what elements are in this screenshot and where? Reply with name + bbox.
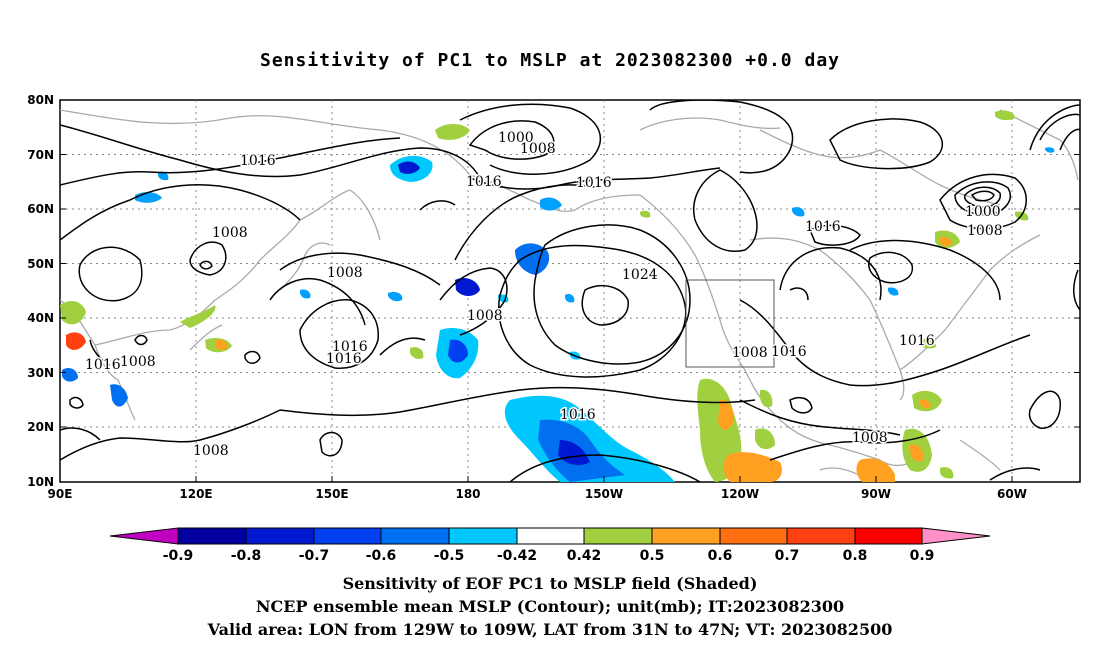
mslp-contours xyxy=(60,100,1080,482)
colorbar-label: 0.9 xyxy=(910,548,935,564)
contour-label: 1016 xyxy=(326,351,362,367)
lat-label: 50N xyxy=(27,257,54,271)
contour-label: 1016 xyxy=(805,219,841,235)
contour-label: 1000 xyxy=(965,204,1001,220)
lat-label: 10N xyxy=(27,475,54,489)
colorbar-swatch xyxy=(380,527,450,545)
contour-label: 1016 xyxy=(560,407,596,423)
contour-label: 1016 xyxy=(771,344,807,360)
lon-label: 150W xyxy=(585,487,623,501)
contour-label: 1008 xyxy=(212,225,248,241)
contour-label: 1016 xyxy=(332,339,368,355)
lat-label: 60N xyxy=(27,202,54,216)
caption-line-1: Sensitivity of EOF PC1 to MSLP field (Sh… xyxy=(342,574,758,593)
colorbar-arrow-right xyxy=(921,527,991,545)
colorbar-swatch xyxy=(583,527,653,545)
lon-label: 120W xyxy=(721,487,759,501)
colorbar-swatch xyxy=(448,527,518,545)
lon-label: 150E xyxy=(315,487,348,501)
lat-label: 70N xyxy=(27,148,54,162)
colorbar-swatch xyxy=(313,527,382,545)
lat-label: 20N xyxy=(27,420,54,434)
contour-label: 1016 xyxy=(466,174,502,190)
sensitivity-shading xyxy=(60,110,1055,482)
colorbar-label: -0.6 xyxy=(366,548,397,564)
colorbar-label: 0.7 xyxy=(775,548,800,564)
lat-label: 30N xyxy=(27,366,54,380)
contour-label: 1016 xyxy=(899,333,935,349)
contour-label: 1008 xyxy=(852,430,888,446)
colorbar-swatch xyxy=(786,527,856,545)
contour-label: 1024 xyxy=(622,267,658,283)
colorbar xyxy=(109,527,991,545)
colorbar-swatch xyxy=(651,527,721,545)
colorbar-label: 0.42 xyxy=(567,548,602,564)
contour-label: 1008 xyxy=(120,354,156,370)
contour-label: 1016 xyxy=(240,153,276,169)
caption-line-3: Valid area: LON from 129W to 109W, LAT f… xyxy=(207,620,893,639)
valid-area-box xyxy=(685,279,775,368)
colorbar-arrow-left xyxy=(109,527,179,545)
colorbar-label: 0.6 xyxy=(708,548,733,564)
map-title: Sensitivity of PC1 to MSLP at 2023082300… xyxy=(259,50,840,71)
colorbar-swatch xyxy=(854,527,923,545)
colorbar-label: -0.8 xyxy=(231,548,262,564)
colorbar-label: -0.42 xyxy=(497,548,537,564)
contour-label: 1008 xyxy=(967,223,1003,239)
colorbar-label: 0.8 xyxy=(843,548,868,564)
colorbar-swatch xyxy=(245,527,315,545)
lon-label: 120E xyxy=(179,487,212,501)
contour-label: 1016 xyxy=(576,175,612,191)
contour-label: 1008 xyxy=(520,141,556,157)
caption-line-2: NCEP ensemble mean MSLP (Contour); unit(… xyxy=(255,597,845,616)
lon-label: 90W xyxy=(861,487,891,501)
lon-label: 90E xyxy=(48,487,73,501)
contour-label: 1008 xyxy=(327,265,363,281)
lat-label: 40N xyxy=(27,311,54,325)
colorbar-label: -0.7 xyxy=(299,548,330,564)
contour-label: 1000 xyxy=(498,130,534,146)
colorbar-swatch xyxy=(516,527,585,545)
colorbar-swatch xyxy=(177,527,247,545)
lon-label: 180 xyxy=(455,487,480,501)
lon-label: 60W xyxy=(997,487,1027,501)
contour-label: 1016 xyxy=(85,357,121,373)
frame-ticks xyxy=(60,154,1080,482)
contour-label: 1008 xyxy=(193,443,229,459)
colorbar-label: 0.5 xyxy=(640,548,665,564)
contour-label: 1008 xyxy=(467,308,503,324)
colorbar-label: -0.5 xyxy=(434,548,465,564)
lat-label: 80N xyxy=(27,93,54,107)
contour-label: 1008 xyxy=(732,345,768,361)
colorbar-swatch xyxy=(719,527,788,545)
colorbar-label: -0.9 xyxy=(163,548,194,564)
